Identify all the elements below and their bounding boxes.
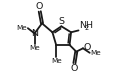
Text: N: N bbox=[31, 29, 38, 38]
Text: Me: Me bbox=[51, 58, 61, 64]
Text: Me: Me bbox=[17, 25, 27, 31]
Text: S: S bbox=[58, 17, 64, 26]
Text: O: O bbox=[84, 43, 91, 52]
Text: O: O bbox=[36, 2, 43, 11]
Text: Me: Me bbox=[90, 50, 101, 56]
Text: NH: NH bbox=[79, 21, 93, 30]
Text: Me: Me bbox=[30, 45, 40, 51]
Text: 2: 2 bbox=[84, 25, 88, 31]
Text: O: O bbox=[71, 64, 78, 73]
